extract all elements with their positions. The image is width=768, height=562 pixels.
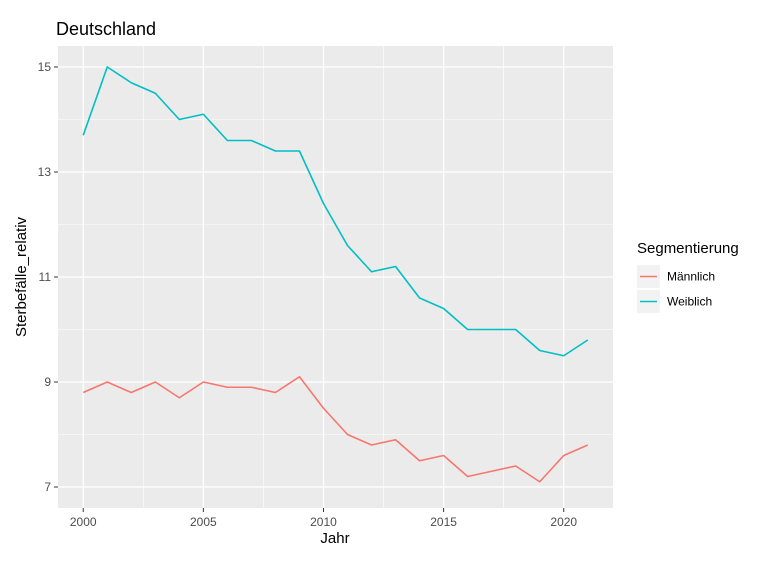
x-tick-label: 2000 [70,515,97,529]
x-axis: 2000 2005 2010 2015 2020 [70,508,577,529]
y-tick-label: 7 [44,480,51,494]
major-gridlines [58,46,613,508]
y-tick-label: 13 [38,165,52,179]
x-tick-label: 2005 [190,515,217,529]
x-tick-label: 2015 [430,515,457,529]
y-axis: 7 9 11 13 15 [38,60,58,494]
series-line-m-nnlich [82,375,589,483]
x-tick-label: 2020 [550,515,577,529]
x-tick-label: 2010 [310,515,337,529]
y-tick-label: 11 [39,270,52,284]
legend-label: Männlich [667,270,715,284]
y-tick-label: 9 [44,375,51,389]
chart-title: Deutschland [56,19,156,39]
series-line-weiblich [82,66,589,357]
y-tick-label: 15 [38,60,52,74]
x-axis-title: Jahr [320,530,349,547]
y-axis-title: Sterbefälle_relativ [13,216,30,337]
legend: Segmentierung Männlich Weiblich [637,240,739,313]
series-lines [82,66,589,483]
legend-label: Weiblich [667,295,712,309]
legend-title: Segmentierung [637,240,739,257]
